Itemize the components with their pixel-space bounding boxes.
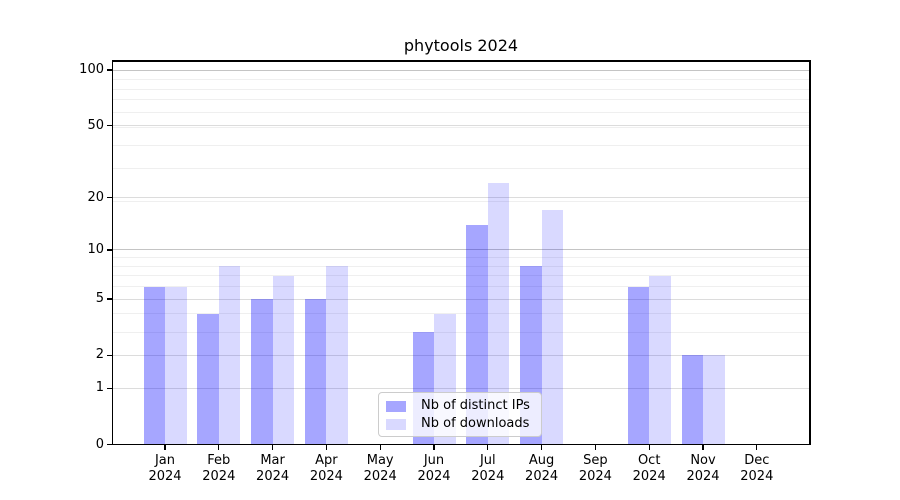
gridline-major [112, 125, 810, 127]
y-tick-mark [106, 354, 112, 357]
y-tick-label-5: 5 [95, 291, 104, 307]
x-tick-label-aug: Aug 2024 [525, 452, 559, 484]
bar-downloads-aug [541, 210, 564, 445]
y-tick-label-100: 100 [79, 62, 104, 78]
x-tick-mark [594, 445, 597, 451]
x-tick-mark [756, 445, 758, 451]
gridline-major [112, 69, 810, 71]
gridline-major [112, 354, 810, 356]
legend-swatch-downloads [386, 418, 406, 430]
y-tick-label-20: 20 [87, 189, 104, 205]
x-tick-mark [325, 445, 328, 451]
x-tick-mark [379, 445, 381, 451]
x-tick-label-oct: Oct 2024 [632, 452, 666, 484]
gridline-minor [112, 99, 810, 101]
x-tick-mark [433, 445, 435, 451]
gridline-minor [112, 111, 810, 113]
x-tick-label-nov: Nov 2024 [686, 452, 720, 484]
gridline-minor [112, 144, 810, 146]
bar-downloads-jan [165, 286, 187, 445]
x-tick-mark [271, 445, 274, 451]
gridline-minor [112, 257, 810, 259]
bar-downloads-oct [649, 275, 671, 445]
x-tick-label-apr: Apr 2024 [309, 452, 343, 484]
y-tick-mark [106, 196, 112, 199]
y-tick-mark [106, 298, 112, 300]
y-tick-mark [106, 249, 112, 251]
bar-distinct-ips-mar [251, 299, 273, 445]
bar-distinct-ips-apr [304, 299, 327, 445]
gridline-minor [112, 313, 810, 315]
spine-right [809, 61, 811, 445]
spine-left [111, 61, 114, 445]
x-tick-label-jul: Jul 2024 [471, 452, 505, 484]
x-tick-label-may: May 2024 [363, 452, 397, 484]
y-tick-label-10: 10 [87, 241, 104, 257]
gridline-minor [112, 331, 810, 333]
y-tick-label-50: 50 [87, 117, 104, 133]
gridline-minor [112, 168, 810, 170]
legend-item-distinct-ips: Nb of distinct IPs [386, 398, 534, 414]
gridline-major [112, 249, 810, 251]
gridline-minor [112, 275, 810, 277]
y-tick-mark [106, 443, 112, 446]
chart-title: phytools 2024 [403, 36, 519, 55]
x-tick-mark [702, 445, 704, 451]
y-tick-label-0: 0 [95, 436, 104, 452]
x-tick-mark [218, 445, 220, 451]
y-tick-mark [106, 387, 112, 389]
gridline-major [112, 197, 810, 199]
gridline-minor [112, 78, 810, 80]
legend-label-downloads: Nb of downloads [421, 416, 530, 431]
y-tick-mark [106, 69, 112, 71]
x-tick-label-jan: Jan 2024 [148, 452, 182, 484]
x-tick-mark [540, 445, 543, 451]
x-tick-mark [648, 445, 650, 451]
bar-distinct-ips-jul [466, 224, 488, 445]
x-tick-label-feb: Feb 2024 [202, 452, 236, 484]
x-tick-label-dec: Dec 2024 [740, 452, 774, 484]
bar-distinct-ips-jan [143, 286, 165, 445]
x-tick-mark [487, 445, 489, 451]
legend-swatch-distinct-ips [386, 400, 406, 412]
x-tick-mark [164, 445, 166, 451]
gridline-minor [112, 70, 810, 72]
bar-downloads-apr [326, 266, 348, 445]
bar-distinct-ips-feb [197, 313, 219, 445]
gridline-minor [112, 265, 810, 267]
spine-bottom [111, 443, 811, 446]
spine-top [111, 60, 811, 62]
gridline-major [112, 298, 810, 300]
x-tick-label-mar: Mar 2024 [256, 452, 290, 484]
legend-label-distinct-ips: Nb of distinct IPs [421, 398, 530, 413]
gridline-minor [112, 126, 810, 128]
y-tick-mark [106, 124, 112, 127]
bar-distinct-ips-oct [627, 286, 650, 445]
bar-downloads-feb [218, 266, 241, 445]
legend-item-downloads: Nb of downloads [386, 416, 534, 432]
y-tick-label-2: 2 [95, 347, 104, 363]
bar-downloads-mar [272, 275, 295, 445]
bar-downloads-jul [487, 183, 510, 445]
gridline-minor [112, 286, 810, 288]
bar-downloads-nov [703, 355, 725, 445]
legend: Nb of distinct IPs Nb of downloads [378, 392, 542, 437]
gridline-minor [112, 88, 810, 90]
x-tick-label-jun: Jun 2024 [417, 452, 451, 484]
gridline-major [112, 387, 810, 389]
y-tick-label-1: 1 [95, 380, 104, 396]
gridline-minor [112, 200, 810, 202]
bar-distinct-ips-nov [681, 355, 703, 445]
x-tick-label-sep: Sep 2024 [578, 452, 612, 484]
